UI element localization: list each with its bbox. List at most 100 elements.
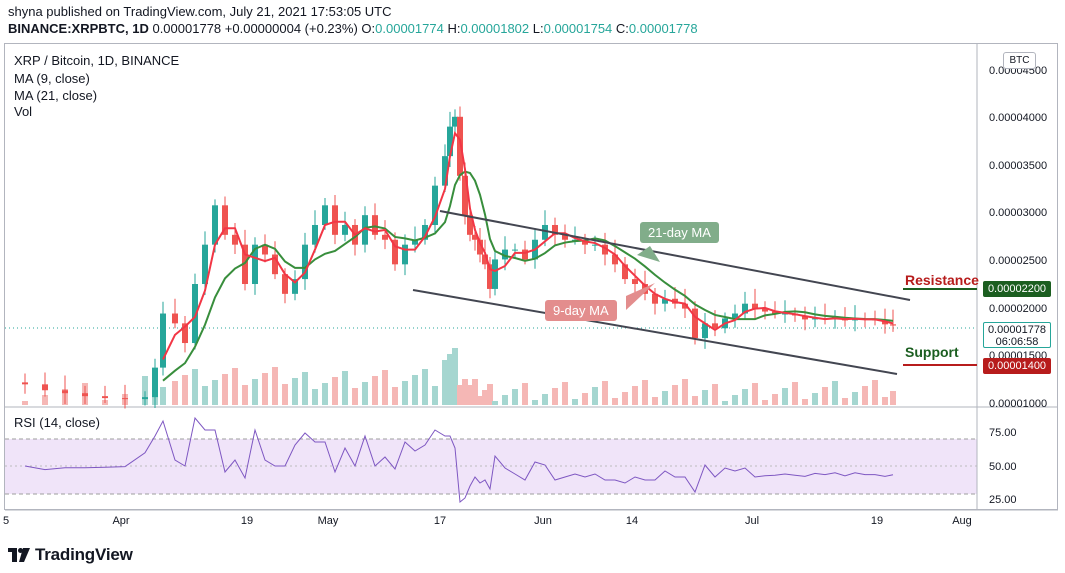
candle-body (477, 239, 483, 255)
candle-body (402, 244, 408, 265)
volume-bar (182, 375, 188, 405)
volume-bar (302, 372, 308, 405)
candle-body (442, 156, 448, 186)
candle-body (142, 397, 148, 400)
candle-body (782, 313, 788, 315)
legend-ma21[interactable]: MA (21, close) (14, 88, 98, 103)
candle-body (812, 318, 818, 320)
candle-body (552, 224, 558, 235)
volume-bar (502, 395, 508, 405)
volume-bar (542, 394, 548, 405)
ma21-line (162, 170, 894, 382)
candle-body (342, 224, 348, 235)
volume-bar (772, 394, 778, 405)
volume-bar (872, 380, 878, 405)
volume-bar (312, 389, 318, 405)
volume-bar (642, 380, 648, 405)
candle-body (222, 205, 228, 235)
candle-body (412, 239, 418, 245)
volume-bar (212, 380, 218, 405)
volume-bar (532, 400, 538, 405)
volume-bar (802, 399, 808, 405)
legend-vol[interactable]: Vol (14, 104, 33, 119)
brand-footer[interactable]: TradingView (8, 545, 133, 565)
rsi-axis-tick: 75.00 (989, 427, 1017, 439)
resistance-price-tag: 0.00002200 (983, 281, 1051, 297)
candle-body (772, 311, 778, 314)
candle-body (172, 313, 178, 324)
volume-bar (482, 390, 488, 405)
candle-body (732, 313, 738, 319)
volume-bar (42, 395, 48, 405)
volume-bar (222, 374, 228, 405)
resistance-label: Resistance (905, 272, 979, 288)
volume-bar (272, 367, 278, 405)
volume-bar (890, 391, 896, 405)
candle-body (232, 234, 238, 245)
volume-bar (862, 386, 868, 405)
volume-bar (432, 386, 438, 405)
ma9-callout[interactable]: 9-day MA (545, 300, 617, 321)
volume-bar (512, 389, 518, 405)
volume-bar (202, 386, 208, 405)
time-axis-tick: 19 (871, 515, 883, 527)
open-label: O: (361, 21, 376, 36)
volume-bar (672, 385, 678, 405)
volume-bar (842, 398, 848, 405)
candle-body (202, 244, 208, 285)
volume-bar (792, 382, 798, 405)
ma21-callout[interactable]: 21-day MA (640, 222, 719, 243)
volume-bar (252, 379, 258, 405)
support-price-tag: 0.00001400 (983, 358, 1051, 374)
high-label: H: (447, 21, 461, 36)
candle-body (742, 303, 748, 314)
rsi-axis-tick: 50.00 (989, 461, 1017, 473)
close-label: C: (615, 21, 629, 36)
candle-body (212, 205, 218, 245)
price-axis-tick: 0.00003500 (989, 160, 1047, 172)
candle-body (22, 382, 28, 385)
candle-body (372, 215, 378, 235)
volume-bar (732, 395, 738, 405)
bar-countdown: 06:06:58 (995, 336, 1039, 348)
volume-bar (592, 387, 598, 405)
legend-ma9[interactable]: MA (9, close) (14, 71, 90, 86)
candle-body (457, 116, 463, 176)
candle-body (612, 254, 618, 265)
volume-bar (292, 378, 298, 405)
candle-body (182, 323, 188, 344)
volume-bar (232, 368, 238, 405)
candle-body (82, 393, 88, 397)
candle-body (252, 244, 258, 285)
symbol-ohlc-line: BINANCE:XRPBTC, 1D 0.00001778 +0.0000000… (8, 21, 698, 36)
candle-body (152, 367, 158, 398)
candle-body (262, 244, 268, 255)
volume-bar (402, 381, 408, 405)
currency-button[interactable]: BTC (1003, 52, 1036, 69)
time-axis-tick: Aug (952, 515, 972, 527)
channel-lower-line[interactable] (412, 289, 898, 375)
volume-bar (602, 381, 608, 405)
price-axis-tick: 0.00004000 (989, 112, 1047, 124)
close-value: 0.00001778 (628, 21, 698, 36)
volume-bar (622, 392, 628, 405)
channel-upper-line[interactable] (439, 210, 911, 301)
low-label: L: (532, 21, 544, 36)
legend-rsi[interactable]: RSI (14, close) (14, 415, 100, 430)
candle-body (272, 254, 278, 275)
candle-body (602, 244, 608, 255)
volume-bar (652, 397, 658, 405)
volume-bar (477, 396, 483, 405)
time-axis-tick: Apr (112, 515, 129, 527)
volume-bar (562, 382, 568, 405)
price-axis-tick: 0.00003000 (989, 207, 1047, 219)
open-value: 0.00001774 (375, 21, 444, 36)
time-axis-tick: 19 (241, 515, 253, 527)
volume-bar (752, 383, 758, 405)
volume-bar (492, 401, 498, 405)
volume-bar (572, 399, 578, 405)
candle-body (292, 279, 298, 294)
volume-bar (362, 382, 368, 405)
volume-bar (142, 376, 148, 405)
